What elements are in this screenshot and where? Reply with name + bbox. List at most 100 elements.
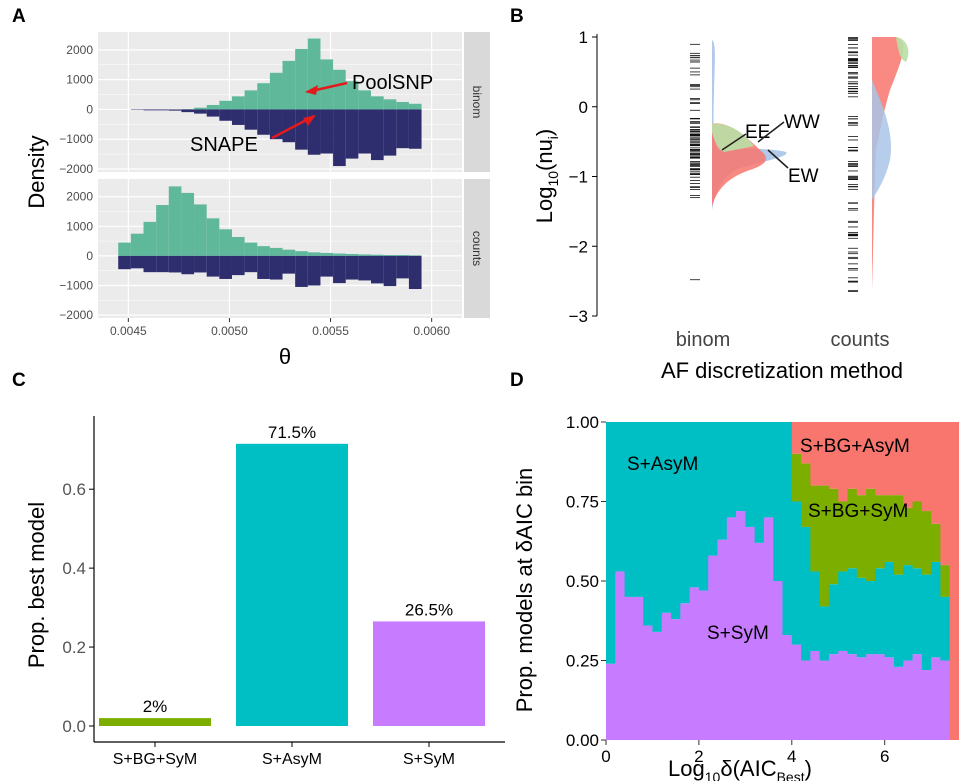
snape-label: SNAPE (190, 134, 258, 156)
stack-s-asym (698, 422, 709, 591)
bar-snape (282, 109, 296, 143)
bar-poolsnp (396, 255, 409, 256)
y-tick-label: 2000 (66, 190, 93, 204)
panel-letter-c: C (12, 370, 26, 391)
stack-s-bg-asym (847, 422, 858, 489)
stack-s-sym (847, 654, 858, 740)
bar-snape (219, 255, 232, 279)
x-category-label: S+AsyM (262, 751, 322, 768)
stack-s-asym (717, 422, 728, 540)
stack-s-sym (828, 654, 839, 740)
y-tick-label: 0 (86, 249, 93, 263)
bar-snape (231, 255, 245, 276)
bar-snape (282, 255, 296, 274)
stack-s-asym (875, 568, 886, 655)
bar-snape (194, 109, 207, 114)
stack-s-sym (689, 587, 700, 740)
bar-poolsnp (118, 242, 131, 256)
stack-s-bg-asym (912, 422, 923, 502)
stack-s-sym (717, 539, 728, 740)
y-tick-label: 1000 (66, 219, 93, 233)
panel-a-ylabel: Density (24, 135, 49, 208)
stack-s-asym (782, 422, 793, 636)
bar-snape (408, 109, 422, 149)
panel-b-y-axis: −3 −2 −1 0 1 (569, 28, 597, 326)
bar-s-asym (236, 443, 348, 726)
y-tick-label: 0.25 (566, 652, 599, 671)
panel-c-ylabel: Prop. best model (24, 502, 49, 668)
stack-s-sym (708, 555, 719, 740)
panel-a-x-axis: 0.0045 0.0050 0.0055 0.0060 (110, 318, 450, 338)
bar-poolsnp (130, 233, 144, 256)
bar-poolsnp (320, 59, 334, 110)
panel-b-xlabel: AF discretization method (661, 358, 903, 383)
bar-poolsnp (408, 255, 422, 256)
facet-strip-label: binom (470, 86, 484, 119)
stack-s-sym (763, 517, 774, 740)
stack-s-bg-asym (940, 422, 951, 566)
ee-label: EE (745, 122, 770, 143)
y-tick-label: −2 (569, 237, 588, 256)
bar-poolsnp (206, 218, 220, 256)
panel-c-bars: 2% S+BG+SyM 71.5% S+AsyM 26.5% S+SyM (99, 423, 485, 768)
bar-poolsnp (143, 221, 157, 256)
bar-snape (168, 255, 182, 273)
bar-poolsnp (307, 252, 321, 256)
x-tick-label: 6 (880, 747, 889, 766)
panel-b-cat-counts: counts (831, 329, 890, 351)
bar-snape (269, 109, 283, 140)
stack-s-bg-sym (884, 495, 895, 562)
facet-strip-label: counts (470, 231, 484, 266)
stack-s-asym (940, 596, 951, 661)
bar-snape (383, 255, 397, 287)
stack-s-bg-sym (810, 485, 821, 572)
panel-b-cat-binom: binom (676, 329, 730, 351)
bar-poolsnp (219, 100, 232, 110)
bar-snape (269, 255, 283, 280)
bar-poolsnp (345, 253, 359, 256)
stack-s-asym (680, 422, 691, 604)
facet-binom: −2000 −1000 0 1000 2000 binom (59, 32, 490, 176)
stack-s-sym (791, 644, 802, 740)
bar-snape (244, 255, 258, 273)
bar-poolsnp (244, 242, 258, 256)
stack-s-asym (791, 501, 802, 645)
bar-poolsnp (181, 192, 195, 256)
y-tick-label: 0.0 (62, 717, 86, 736)
panel-letter-d: D (510, 370, 524, 391)
bar-poolsnp (333, 69, 346, 110)
stack-s-asym (661, 422, 672, 613)
ew-leader (767, 149, 789, 169)
stack-s-sym (726, 517, 737, 740)
panel-b-ylabel: Log10(nui) (532, 129, 561, 224)
panel-d-stacks (606, 422, 959, 740)
bar-poolsnp (244, 90, 258, 110)
bar-poolsnp (383, 255, 397, 256)
stack-s-asym (912, 568, 923, 655)
bar-poolsnp (282, 249, 296, 256)
y-tick-label: 0 (86, 102, 93, 116)
bar-poolsnp (295, 48, 308, 110)
stack-s-sym (643, 625, 654, 740)
bar-snape (118, 255, 131, 270)
y-tick-label: 0.6 (62, 480, 86, 499)
stack-s-asym (856, 577, 867, 658)
bar-poolsnp (371, 96, 384, 110)
x-tick-label: 0.0055 (312, 324, 349, 338)
facet-strip (464, 179, 490, 318)
x-category-label: S+SyM (403, 751, 455, 768)
panel-d-axes: 0.00 0.25 0.50 0.75 1.00 0 2 4 6 (566, 413, 890, 766)
panel-d-ylabel: Prop. models at δAIC bin (512, 468, 537, 713)
bar-snape (408, 255, 422, 290)
stack-s-asym (643, 422, 654, 626)
stack-s-asym (893, 574, 904, 667)
stack-s-sym (633, 596, 644, 740)
bar-snape (206, 109, 220, 117)
stack-s-asym (671, 422, 681, 620)
bar-snape (345, 109, 359, 159)
ww-leader (757, 121, 785, 143)
stack-s-asym (763, 422, 774, 518)
bar-poolsnp (231, 96, 245, 110)
stack-s-asym (633, 422, 644, 597)
stack-s-sym (810, 650, 821, 740)
